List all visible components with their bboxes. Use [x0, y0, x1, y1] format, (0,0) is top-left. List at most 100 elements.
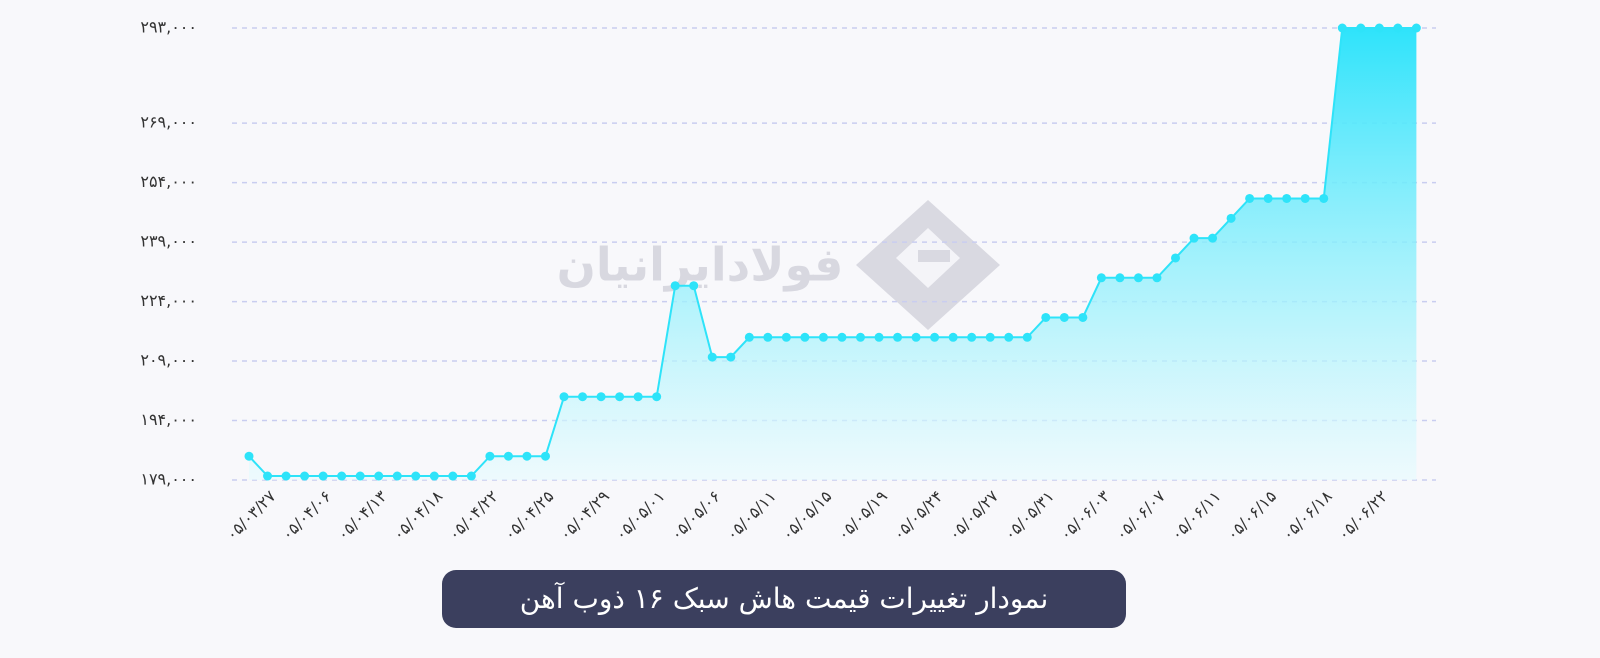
point — [337, 471, 347, 481]
x-tick-label: ۰۵/۰۴/۲۵ — [500, 487, 558, 545]
point — [1152, 273, 1162, 283]
point — [800, 332, 810, 342]
y-tick-label: ۲۳۹,۰۰۰ — [140, 232, 197, 251]
point — [837, 332, 847, 342]
point — [1226, 213, 1236, 223]
point — [633, 392, 643, 402]
point — [392, 471, 402, 481]
y-tick-label: ۲۹۳,۰۰۰ — [140, 18, 197, 37]
point — [559, 392, 569, 402]
point — [1115, 273, 1125, 283]
point — [318, 471, 328, 481]
point — [1319, 193, 1329, 203]
point — [578, 392, 588, 402]
point — [540, 451, 550, 461]
point — [263, 471, 273, 481]
x-tick-label: ۰۵/۰۴/۲۲ — [444, 487, 502, 545]
point — [1300, 193, 1310, 203]
x-tick-label: ۰۵/۰۴/۲۹ — [556, 487, 614, 545]
point — [707, 352, 717, 362]
x-tick-label: ۰۵/۰۶/۱۸ — [1278, 486, 1336, 544]
line — [248, 27, 1417, 478]
y-tick-label: ۱۷۹,۰۰۰ — [140, 470, 197, 489]
point — [763, 332, 773, 342]
point — [1059, 312, 1069, 322]
point — [948, 332, 958, 342]
point — [1393, 23, 1403, 33]
point — [744, 332, 754, 342]
point — [1356, 23, 1366, 33]
x-tick-label: ۰۵/۰۵/۳۱ — [1000, 487, 1058, 545]
point — [615, 392, 625, 402]
point — [1041, 312, 1051, 322]
point — [985, 332, 995, 342]
point — [596, 392, 606, 402]
y-tick-label: ۲۶۹,۰۰۰ — [140, 113, 197, 132]
point — [855, 332, 865, 342]
point — [429, 471, 439, 481]
logo — [856, 200, 1000, 330]
point — [670, 281, 680, 291]
point — [1337, 23, 1347, 33]
point — [448, 471, 458, 481]
area — [249, 28, 1417, 480]
title-pill — [442, 570, 1126, 628]
point — [967, 332, 977, 342]
y-tick-label: ۲۵۴,۰۰۰ — [140, 172, 197, 191]
logo-bar — [918, 250, 950, 262]
x-tick-label: ۰۵/۰۴/۰۶ — [278, 487, 336, 545]
watermark: فولادایرانیان — [557, 238, 844, 292]
x-tick-label: ۰۵/۰۴/۱۸ — [389, 486, 447, 544]
x-tick-label: ۰۵/۰۵/۱۵ — [778, 487, 836, 545]
point — [652, 392, 662, 402]
point — [689, 281, 699, 291]
y-tick-label: ۲۰۹,۰۰۰ — [140, 351, 197, 370]
point — [1189, 233, 1199, 243]
chart-title: نمودار تغییرات قیمت هاش سبک ۱۶ ذوب آهن — [520, 582, 1049, 615]
point — [355, 471, 365, 481]
point — [1133, 273, 1143, 283]
x-tick-label: ۰۵/۰۳/۲۷ — [222, 486, 280, 544]
x-tick-label: ۰۵/۰۶/۱۵ — [1223, 487, 1281, 545]
point — [466, 471, 476, 481]
x-tick-label: ۰۵/۰۵/۰۶ — [667, 487, 725, 545]
point — [911, 332, 921, 342]
point — [244, 451, 254, 461]
point — [1004, 332, 1014, 342]
point — [1171, 253, 1180, 263]
point — [485, 451, 495, 461]
x-tick-label: ۰۵/۰۵/۱۹ — [834, 487, 892, 545]
point — [781, 332, 791, 342]
y-tick-label: ۱۹۴,۰۰۰ — [140, 410, 197, 429]
point — [411, 471, 421, 481]
point — [1096, 273, 1106, 283]
point — [1263, 193, 1273, 203]
x-tick-label: ۰۵/۰۶/۱۱ — [1167, 487, 1225, 545]
point — [1078, 312, 1088, 322]
point — [503, 451, 513, 461]
point — [893, 332, 903, 342]
point — [1022, 332, 1032, 342]
point — [874, 332, 884, 342]
x-tick-label: ۰۵/۰۶/۰۳ — [1056, 486, 1114, 544]
x-tick-label: ۰۵/۰۶/۰۷ — [1111, 486, 1169, 544]
point — [281, 471, 291, 481]
x-tick-label: ۰۵/۰۶/۲۲ — [1334, 487, 1392, 545]
point — [300, 471, 310, 481]
point — [1411, 23, 1421, 33]
point — [1245, 193, 1255, 203]
x-tick-label: ۰۵/۰۵/۰۱ — [611, 487, 669, 545]
point — [1208, 233, 1218, 243]
point — [818, 332, 828, 342]
x-tick-label: ۰۵/۰۴/۱۳ — [333, 486, 391, 544]
point — [726, 352, 736, 362]
point — [1374, 23, 1384, 33]
x-tick-label: ۰۵/۰۵/۲۷ — [945, 486, 1003, 544]
x-tick-label: ۰۵/۰۵/۱۱ — [722, 487, 780, 545]
y-tick-label: ۲۲۴,۰۰۰ — [140, 291, 197, 310]
point — [522, 451, 532, 461]
point — [374, 471, 384, 481]
x-tick-label: ۰۵/۰۵/۲۴ — [889, 487, 947, 545]
